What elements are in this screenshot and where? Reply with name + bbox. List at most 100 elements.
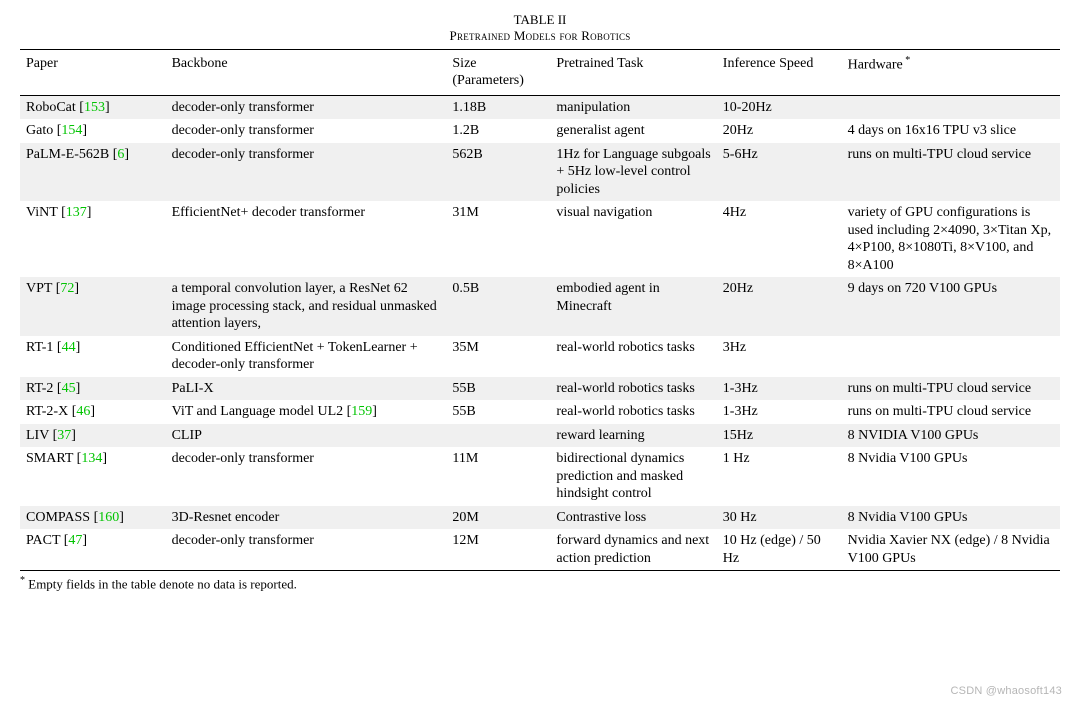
cell-speed: 5-6Hz — [717, 143, 842, 202]
citation-link[interactable]: 72 — [60, 281, 74, 296]
cell-speed: 10-20Hz — [717, 95, 842, 119]
citation-link[interactable]: 46 — [76, 404, 90, 419]
cell-hardware: 4 days on 16x16 TPU v3 slice — [842, 119, 1060, 143]
cell-backbone: a temporal convolution layer, a ResNet 6… — [166, 277, 447, 336]
col-header: Hardware * — [842, 49, 1060, 95]
cell-task: real-world robotics tasks — [550, 377, 716, 401]
table-row: VPT [72]a temporal convolution layer, a … — [20, 277, 1060, 336]
col-header: Size (Parameters) — [446, 49, 550, 95]
cell-paper: RoboCat [153] — [20, 95, 166, 119]
cell-speed: 15Hz — [717, 424, 842, 448]
cell-size: 1.18B — [446, 95, 550, 119]
table-head: PaperBackboneSize (Parameters)Pretrained… — [20, 49, 1060, 95]
cell-paper: LIV [37] — [20, 424, 166, 448]
cell-speed: 4Hz — [717, 201, 842, 277]
cell-backbone: Conditioned EfficientNet + TokenLearner … — [166, 336, 447, 377]
cell-paper: RT-1 [44] — [20, 336, 166, 377]
table-number: TABLE II — [20, 12, 1060, 28]
table-body: RoboCat [153]decoder-only transformer1.1… — [20, 95, 1060, 571]
table-row: RoboCat [153]decoder-only transformer1.1… — [20, 95, 1060, 119]
col-header: Inference Speed — [717, 49, 842, 95]
table-footnote: * Empty fields in the table denote no da… — [20, 571, 1060, 592]
cell-hardware: 8 Nvidia V100 GPUs — [842, 506, 1060, 530]
cell-hardware: Nvidia Xavier NX (edge) / 8 Nvidia V100 … — [842, 529, 1060, 571]
cell-size: 35M — [446, 336, 550, 377]
cell-size: 1.2B — [446, 119, 550, 143]
cell-paper: RT-2-X [46] — [20, 400, 166, 424]
cell-size: 55B — [446, 377, 550, 401]
cell-backbone: decoder-only transformer — [166, 143, 447, 202]
citation-link[interactable]: 44 — [62, 340, 76, 355]
cell-speed: 30 Hz — [717, 506, 842, 530]
cell-hardware — [842, 336, 1060, 377]
cell-size — [446, 424, 550, 448]
citation-link[interactable]: 154 — [61, 123, 82, 138]
cell-paper: Gato [154] — [20, 119, 166, 143]
table-row: PaLM-E-562B [6]decoder-only transformer 5… — [20, 143, 1060, 202]
cell-backbone: decoder-only transformer — [166, 447, 447, 506]
col-header: Backbone — [166, 49, 447, 95]
cell-task: forward dynamics and next action predict… — [550, 529, 716, 571]
cell-size: 31M — [446, 201, 550, 277]
pretrained-models-table: PaperBackboneSize (Parameters)Pretrained… — [20, 49, 1060, 572]
cell-task: reward learning — [550, 424, 716, 448]
table-caption: TABLE II Pretrained Models for Robotics — [20, 12, 1060, 45]
col-header: Paper — [20, 49, 166, 95]
header-row: PaperBackboneSize (Parameters)Pretrained… — [20, 49, 1060, 95]
table-row: Gato [154]decoder-only transformer1.2Bge… — [20, 119, 1060, 143]
cell-hardware: 8 NVIDIA V100 GPUs — [842, 424, 1060, 448]
cell-task: Contrastive loss — [550, 506, 716, 530]
cell-hardware: 8 Nvidia V100 GPUs — [842, 447, 1060, 506]
table-title: Pretrained Models for Robotics — [20, 28, 1060, 44]
cell-size: 55B — [446, 400, 550, 424]
cell-speed: 3Hz — [717, 336, 842, 377]
cell-speed: 1 Hz — [717, 447, 842, 506]
cell-task: real-world robotics tasks — [550, 336, 716, 377]
citation-link[interactable]: 45 — [62, 381, 76, 396]
cell-paper: SMART [134] — [20, 447, 166, 506]
cell-task: manipulation — [550, 95, 716, 119]
citation-link[interactable]: 134 — [81, 451, 102, 466]
cell-speed: 1-3Hz — [717, 400, 842, 424]
cell-speed: 1-3Hz — [717, 377, 842, 401]
cell-task: bidirectional dynamics prediction and ma… — [550, 447, 716, 506]
cell-paper: ViNT [137] — [20, 201, 166, 277]
citation-link[interactable]: 6 — [117, 147, 124, 162]
cell-hardware: variety of GPU configurations is used in… — [842, 201, 1060, 277]
watermark: CSDN @whaosoft143 — [950, 685, 1062, 697]
citation-link[interactable]: 37 — [57, 428, 71, 443]
cell-backbone: 3D-Resnet encoder — [166, 506, 447, 530]
cell-hardware: runs on multi-TPU cloud service — [842, 143, 1060, 202]
citation-link[interactable]: 153 — [84, 100, 105, 115]
cell-paper: PaLM-E-562B [6] — [20, 143, 166, 202]
cell-speed: 20Hz — [717, 277, 842, 336]
citation-link[interactable]: 159 — [351, 404, 372, 419]
cell-backbone: PaLI-X — [166, 377, 447, 401]
table-row: RT-2-X [46]ViT and Language model UL2 [1… — [20, 400, 1060, 424]
table-row: LIV [37]CLIP reward learning15Hz8 NVIDIA … — [20, 424, 1060, 448]
cell-size: 12M — [446, 529, 550, 571]
cell-paper: PACT [47] — [20, 529, 166, 571]
table-row: ViNT [137]EfficientNet+ decoder transfor… — [20, 201, 1060, 277]
cell-size: 20M — [446, 506, 550, 530]
citation-link[interactable]: 47 — [68, 533, 82, 548]
cell-speed: 10 Hz (edge) / 50 Hz — [717, 529, 842, 571]
table-row: PACT [47]decoder-only transformer12Mforw… — [20, 529, 1060, 571]
cell-hardware: runs on multi-TPU cloud service — [842, 377, 1060, 401]
table-row: RT-2 [45]PaLI-X55Breal-world robotics ta… — [20, 377, 1060, 401]
citation-link[interactable]: 160 — [98, 510, 119, 525]
citation-link[interactable]: 137 — [66, 205, 87, 220]
cell-size: 11M — [446, 447, 550, 506]
cell-task: embodied agent in Minecraft — [550, 277, 716, 336]
col-header: Pretrained Task — [550, 49, 716, 95]
cell-backbone: CLIP — [166, 424, 447, 448]
cell-hardware: runs on multi-TPU cloud service — [842, 400, 1060, 424]
cell-backbone: ViT and Language model UL2 [159] — [166, 400, 447, 424]
cell-backbone: EfficientNet+ decoder transformer — [166, 201, 447, 277]
cell-hardware — [842, 95, 1060, 119]
cell-task: real-world robotics tasks — [550, 400, 716, 424]
cell-speed: 20Hz — [717, 119, 842, 143]
cell-task: visual navigation — [550, 201, 716, 277]
cell-paper: VPT [72] — [20, 277, 166, 336]
cell-hardware: 9 days on 720 V100 GPUs — [842, 277, 1060, 336]
